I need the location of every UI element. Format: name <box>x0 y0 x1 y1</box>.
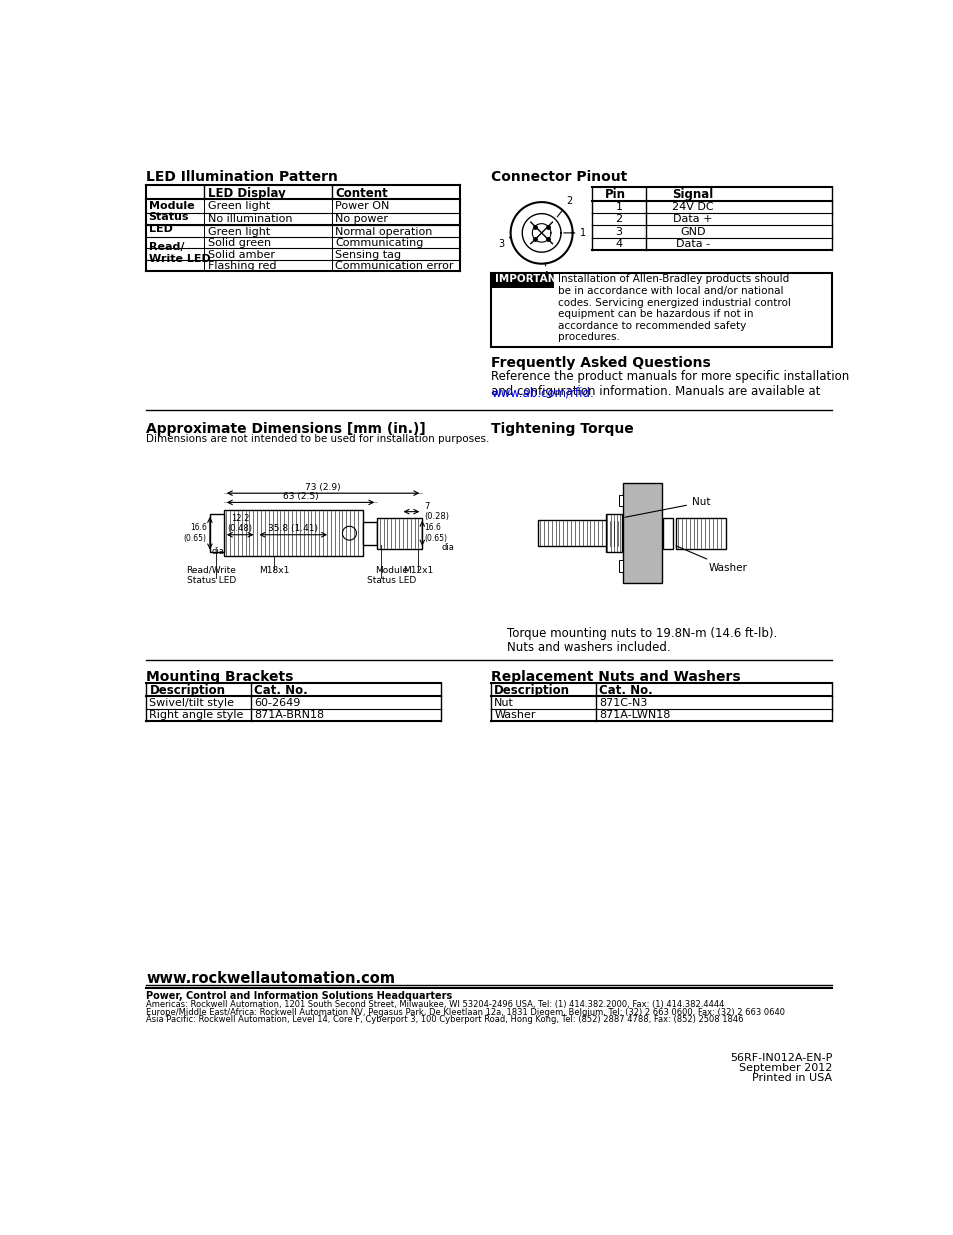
Text: Power, Control and Information Solutions Headquarters: Power, Control and Information Solutions… <box>146 992 452 1002</box>
Text: 3: 3 <box>497 237 510 249</box>
Bar <box>224 510 363 556</box>
Text: Power ON: Power ON <box>335 200 390 210</box>
Bar <box>491 273 831 347</box>
Text: Americas: Rockwell Automation, 1201 South Second Street, Milwaukee, WI 53204-249: Americas: Rockwell Automation, 1201 Sout… <box>146 1000 724 1009</box>
Text: IMPORTANT: IMPORTANT <box>495 274 563 284</box>
Text: Mounting Brackets: Mounting Brackets <box>146 671 294 684</box>
Text: M18x1: M18x1 <box>259 566 289 574</box>
Text: Connector Pinout: Connector Pinout <box>491 169 627 184</box>
Text: 3: 3 <box>615 227 622 237</box>
Text: Data -: Data - <box>675 240 709 249</box>
Text: No power: No power <box>335 215 388 225</box>
Text: Swivel/tilt style: Swivel/tilt style <box>150 698 234 708</box>
Text: Green light: Green light <box>208 227 270 237</box>
Text: 63 (2.5): 63 (2.5) <box>282 492 318 501</box>
Text: 4: 4 <box>615 240 622 249</box>
Bar <box>661 517 673 548</box>
Text: Europe/Middle East/Africa: Rockwell Automation NV, Pegasus Park, De Kleetlaan 12: Europe/Middle East/Africa: Rockwell Auto… <box>146 1008 784 1016</box>
Bar <box>605 514 621 552</box>
Text: Washer: Washer <box>494 710 536 720</box>
Bar <box>618 495 622 506</box>
Text: September 2012: September 2012 <box>739 1063 831 1073</box>
Text: Pin: Pin <box>604 188 625 201</box>
Bar <box>618 561 622 572</box>
Text: Installation of Allen-Bradley products should
be in accordance with local and/or: Installation of Allen-Bradley products s… <box>558 274 790 342</box>
Text: M12x1: M12x1 <box>403 566 433 574</box>
Text: Solid green: Solid green <box>208 238 271 248</box>
Text: Communication error: Communication error <box>335 262 454 272</box>
Text: Flashing red: Flashing red <box>208 262 275 272</box>
Text: No illumination: No illumination <box>208 215 292 225</box>
Text: Asia Pacific: Rockwell Automation, Level 14, Core F, Cyberport 3, 100 Cyberport : Asia Pacific: Rockwell Automation, Level… <box>146 1015 743 1024</box>
Text: Module
Status LED: Module Status LED <box>366 566 416 585</box>
Text: 1: 1 <box>563 228 586 238</box>
Text: Communicating: Communicating <box>335 238 423 248</box>
Text: Sensing tag: Sensing tag <box>335 249 401 259</box>
Bar <box>622 483 661 583</box>
Text: 60-2649: 60-2649 <box>253 698 300 708</box>
Text: Reference the product manuals for more specific installation
and configuration i: Reference the product manuals for more s… <box>491 370 848 398</box>
Text: dia: dia <box>212 547 224 556</box>
Text: Read/
Write LED: Read/ Write LED <box>149 242 211 264</box>
Bar <box>210 514 224 552</box>
Text: Nut: Nut <box>494 698 514 708</box>
Text: Frequently Asked Questions: Frequently Asked Questions <box>491 356 710 370</box>
Text: 73 (2.9): 73 (2.9) <box>305 483 340 492</box>
Text: Right angle style: Right angle style <box>150 710 244 720</box>
Bar <box>675 517 725 548</box>
Text: www.rockwellautomation.com: www.rockwellautomation.com <box>146 972 395 987</box>
Text: 2: 2 <box>557 196 572 217</box>
Text: GND: GND <box>679 227 705 237</box>
Text: Description: Description <box>150 684 225 697</box>
Text: LED Display: LED Display <box>208 186 285 200</box>
Text: Replacement Nuts and Washers: Replacement Nuts and Washers <box>491 671 740 684</box>
Bar <box>492 274 554 288</box>
Text: Data +: Data + <box>672 215 712 225</box>
Text: Torque mounting nuts to 19.8N-m (14.6 ft-lb).: Torque mounting nuts to 19.8N-m (14.6 ft… <box>506 627 776 640</box>
Text: 35.8 (1.41): 35.8 (1.41) <box>268 524 317 534</box>
Text: 16.6
(0.65): 16.6 (0.65) <box>424 524 447 543</box>
Text: Module
Status
LED: Module Status LED <box>149 200 194 233</box>
Text: 871A-LWN18: 871A-LWN18 <box>598 710 670 720</box>
Text: Printed in USA: Printed in USA <box>751 1073 831 1083</box>
Text: 2: 2 <box>615 215 622 225</box>
Text: 4: 4 <box>542 263 548 282</box>
Text: Content: Content <box>335 186 388 200</box>
Text: LED Illumination Pattern: LED Illumination Pattern <box>146 169 338 184</box>
Text: Nut: Nut <box>624 498 710 517</box>
Text: Washer: Washer <box>676 546 746 573</box>
Bar <box>363 521 377 545</box>
Text: 871A-BRN18: 871A-BRN18 <box>253 710 324 720</box>
Text: Solid amber: Solid amber <box>208 249 274 259</box>
Text: Dimensions are not intended to be used for installation purposes.: Dimensions are not intended to be used f… <box>146 433 489 443</box>
Text: Approximate Dimensions [mm (in.)]: Approximate Dimensions [mm (in.)] <box>146 421 426 436</box>
Bar <box>537 520 620 546</box>
Bar <box>377 517 422 548</box>
Text: Cat. No.: Cat. No. <box>253 684 308 697</box>
Text: 1: 1 <box>615 203 622 212</box>
Text: Read/Write
Status LED: Read/Write Status LED <box>187 566 236 585</box>
Text: 871C-N3: 871C-N3 <box>598 698 647 708</box>
Text: Normal operation: Normal operation <box>335 227 433 237</box>
Text: www.ab.com/rfid.: www.ab.com/rfid. <box>491 387 594 400</box>
Text: Nuts and washers included.: Nuts and washers included. <box>506 641 670 655</box>
Text: 56RF-IN012A-EN-P: 56RF-IN012A-EN-P <box>729 1053 831 1063</box>
Text: Signal: Signal <box>672 188 713 201</box>
Text: 12.2
(0.48): 12.2 (0.48) <box>228 514 253 534</box>
Text: 24V DC: 24V DC <box>671 203 713 212</box>
Text: 16.6
(0.65): 16.6 (0.65) <box>184 524 207 543</box>
Text: 7
(0.28): 7 (0.28) <box>424 501 449 521</box>
Text: Cat. No.: Cat. No. <box>598 684 652 697</box>
Text: Green light: Green light <box>208 200 270 210</box>
Text: Description: Description <box>494 684 570 697</box>
Text: dia: dia <box>441 542 454 552</box>
Text: Tightening Torque: Tightening Torque <box>491 421 634 436</box>
